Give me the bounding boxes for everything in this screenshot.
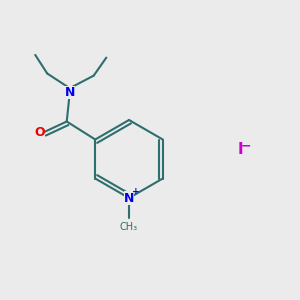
Text: +: + <box>132 187 140 196</box>
Text: I: I <box>237 142 243 158</box>
Text: −: − <box>241 139 251 152</box>
Text: N: N <box>64 86 75 99</box>
Text: O: O <box>34 125 45 139</box>
Text: CH₃: CH₃ <box>120 222 138 232</box>
Text: N: N <box>124 191 134 205</box>
